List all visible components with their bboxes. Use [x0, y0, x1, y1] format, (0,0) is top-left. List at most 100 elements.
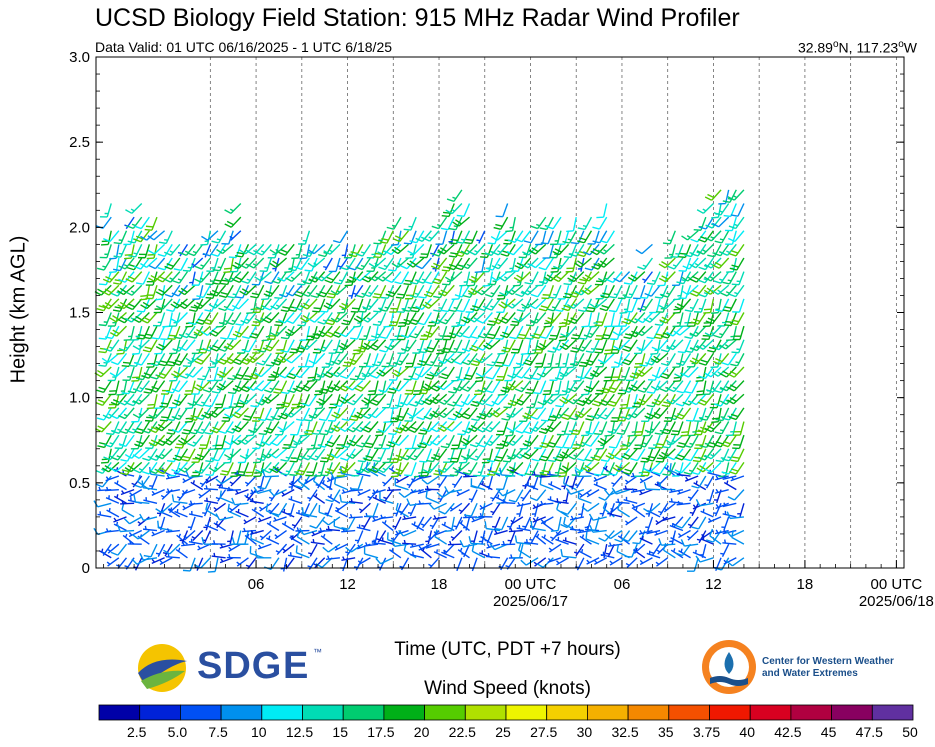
- barb-flag: [209, 360, 217, 365]
- barb-flag: [425, 398, 433, 403]
- barb-flag: [399, 426, 407, 432]
- barb-flag: [216, 248, 223, 255]
- wind-barb: [208, 407, 227, 418]
- page-title: UCSD Biology Field Station: 915 MHz Rada…: [95, 4, 740, 32]
- barb-flag: [506, 441, 514, 446]
- wind-barb: [231, 407, 249, 419]
- wind-barb: [464, 502, 478, 517]
- barb-staff: [126, 462, 135, 475]
- barb-half-flag: [511, 412, 516, 416]
- barb-staff: [379, 448, 387, 462]
- wind-barb: [417, 434, 433, 449]
- wind-barb: [407, 421, 425, 433]
- barb-flag: [285, 277, 293, 283]
- barb-staff: [278, 271, 288, 284]
- wind-barb: [151, 489, 165, 496]
- barb-half-flag: [429, 414, 434, 417]
- barb-flag: [165, 390, 174, 394]
- barb-staff: [217, 448, 227, 462]
- barb-flag: [474, 380, 483, 383]
- barb-flag: [194, 469, 202, 474]
- barb-flag: [179, 346, 187, 352]
- barb-staff: [393, 380, 402, 394]
- barb-flag: [114, 306, 122, 309]
- barb-staff: [115, 380, 120, 395]
- barb-flag: [476, 400, 484, 406]
- barb-staff: [388, 394, 394, 408]
- barb-staff: [133, 257, 143, 271]
- wind-barb: [392, 516, 402, 530]
- wind-barb: [174, 434, 189, 449]
- barb-staff: [287, 554, 302, 559]
- wind-barb: [487, 230, 501, 245]
- wind-barb: [383, 312, 394, 328]
- barb-flag: [425, 330, 433, 336]
- barb-staff: [359, 502, 371, 514]
- barb-half-flag: [383, 264, 388, 268]
- barb-flag: [398, 529, 404, 537]
- wind-barb: [354, 530, 364, 544]
- wind-barb: [196, 284, 211, 299]
- barb-staff: [163, 366, 173, 379]
- barb-flag: [127, 464, 135, 470]
- barb-flag: [465, 374, 473, 378]
- barb-flag: [265, 344, 273, 349]
- barb-staff: [154, 407, 166, 419]
- wind-barb: [418, 421, 433, 435]
- wind-barb: [220, 325, 234, 340]
- barb-flag: [270, 332, 278, 337]
- barb-staff: [487, 475, 494, 490]
- wind-barb: [294, 257, 310, 270]
- wind-barb: [388, 312, 402, 327]
- barb-staff: [394, 257, 402, 272]
- barb-half-flag: [428, 236, 433, 240]
- barb-staff: [175, 548, 188, 559]
- wind-barb: [137, 534, 150, 545]
- barb-staff: [234, 284, 242, 299]
- wind-barb: [194, 271, 211, 283]
- wind-barb: [162, 543, 173, 557]
- barb-flag: [150, 363, 158, 367]
- barb-flag: [444, 486, 449, 494]
- wind-barb: [515, 284, 532, 298]
- barb-half-flag: [349, 513, 353, 518]
- wind-barb: [239, 243, 257, 255]
- barb-flag: [205, 283, 213, 286]
- wind-barb: [422, 298, 440, 310]
- barb-staff: [501, 501, 516, 504]
- barb-staff: [322, 393, 333, 406]
- barb-half-flag: [410, 543, 414, 547]
- wind-barb: [301, 284, 318, 298]
- barb-staff: [459, 380, 471, 392]
- barb-flag: [371, 335, 379, 339]
- longitude-hemisphere: W: [903, 39, 917, 56]
- barb-half-flag: [360, 251, 365, 254]
- wind-barb: [176, 533, 188, 545]
- barb-flag: [234, 330, 243, 335]
- barb-flag: [171, 428, 179, 433]
- barb-flag: [496, 361, 504, 364]
- barb-flag: [492, 471, 501, 475]
- barb-staff: [161, 420, 173, 432]
- wind-barb: [418, 543, 432, 551]
- barb-staff: [268, 434, 280, 446]
- barb-flag: [441, 269, 450, 272]
- barb-staff: [431, 353, 440, 367]
- barb-flag: [460, 319, 469, 324]
- barb-staff: [134, 380, 143, 394]
- wind-barb: [207, 557, 219, 573]
- barb-flag: [151, 337, 159, 340]
- barb-staff: [447, 339, 455, 353]
- barb-staff: [472, 530, 478, 545]
- barb-staff: [428, 421, 440, 432]
- barb-flag: [338, 398, 345, 404]
- wind-barb: [370, 366, 387, 379]
- wind-barb: [368, 257, 387, 268]
- barb-staff: [302, 462, 311, 476]
- wind-barb: [316, 393, 333, 406]
- wind-barb: [295, 339, 311, 353]
- barb-half-flag: [510, 554, 513, 559]
- wind-barb: [270, 325, 288, 337]
- wind-barb: [376, 461, 394, 474]
- barb-flag: [327, 319, 335, 323]
